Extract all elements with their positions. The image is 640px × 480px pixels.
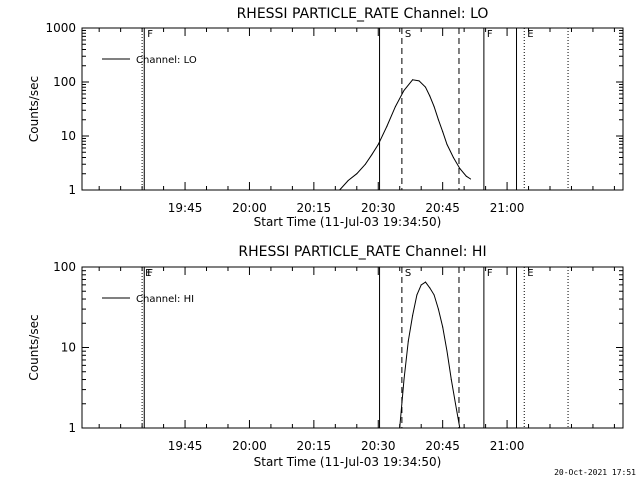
data-point <box>412 79 414 81</box>
chart-title: RHESSI PARTICLE_RATE Channel: HI <box>238 244 486 260</box>
data-point <box>429 287 431 289</box>
data-point <box>452 156 454 158</box>
event-marker-label: S <box>405 268 411 279</box>
x-tick-label: 21:00 <box>490 201 525 215</box>
data-point <box>442 131 444 133</box>
data-point <box>394 106 396 108</box>
data-point <box>455 403 457 405</box>
x-tick-label: 20:30 <box>361 201 396 215</box>
chart-panels: RHESSI PARTICLE_RATE Channel: LO 1 10 100 10… <box>27 6 624 469</box>
x-axis-label: Start Time (11-Jul-03 19:34:50) <box>254 215 442 229</box>
data-point <box>377 143 379 145</box>
event-marker-label: E <box>527 268 533 279</box>
event-marker-label: F <box>487 268 493 279</box>
data-point <box>442 326 444 328</box>
chart-panel-1: RHESSI PARTICLE_RATE Channel: HI 1 10 100 19… <box>27 244 624 469</box>
y-axis-label: Counts/sec <box>27 76 41 142</box>
event-marker-label: F <box>147 268 153 279</box>
data-point <box>429 95 431 97</box>
y-tick-label: 1 <box>68 183 76 197</box>
data-point <box>418 80 420 82</box>
footer-timestamp: 20-Oct-2021 17:51 <box>554 468 636 477</box>
data-point <box>407 340 409 342</box>
event-marker-label: F <box>147 29 153 40</box>
y-tick-label: 10 <box>61 129 76 143</box>
data-point <box>339 189 341 191</box>
event-marker-label: F <box>487 29 493 40</box>
y-tick-label: 1000 <box>45 21 76 35</box>
data-point <box>424 86 426 88</box>
x-tick-label: 19:45 <box>168 439 203 453</box>
data-point <box>412 314 414 316</box>
legend-label: Channel: HI <box>136 294 194 305</box>
y-tick-label: 100 <box>53 75 76 89</box>
x-tick-label: 20:15 <box>297 439 332 453</box>
data-point <box>459 427 461 429</box>
data-point <box>416 294 418 296</box>
data-point <box>399 427 401 429</box>
data-point <box>437 308 439 310</box>
x-axis-label: Start Time (11-Jul-03 19:34:50) <box>254 455 442 469</box>
data-point <box>459 168 461 170</box>
data-point <box>420 284 422 286</box>
data-point <box>386 125 388 127</box>
event-marker-label: S <box>405 29 411 40</box>
data-point <box>465 175 467 177</box>
chart-panel-0: RHESSI PARTICLE_RATE Channel: LO 1 10 100 10… <box>27 6 624 229</box>
x-tick-label: 20:00 <box>232 439 267 453</box>
x-tick-label: 20:45 <box>425 439 460 453</box>
y-tick-label: 1 <box>68 421 76 435</box>
chart-title: RHESSI PARTICLE_RATE Channel: LO <box>237 6 489 22</box>
data-point <box>450 379 452 381</box>
x-tick-label: 20:00 <box>232 201 267 215</box>
x-tick-label: 19:45 <box>168 201 203 215</box>
x-tick-label: 20:30 <box>361 439 396 453</box>
x-tick-label: 20:15 <box>297 201 332 215</box>
data-point <box>371 154 373 156</box>
legend-label: Channel: LO <box>136 55 197 66</box>
x-tick-label: 21:00 <box>490 439 525 453</box>
event-marker-label: E <box>145 268 151 279</box>
data-point <box>403 89 405 91</box>
data-point <box>446 143 448 145</box>
data-point <box>403 379 405 381</box>
data-point <box>433 106 435 108</box>
y-tick-label: 100 <box>53 260 76 274</box>
data-point <box>356 173 358 175</box>
data-point <box>433 294 435 296</box>
data-point <box>424 281 426 283</box>
x-tick-label: 20:45 <box>425 201 460 215</box>
data-point <box>364 163 366 165</box>
plot-frame <box>81 27 624 191</box>
data-point <box>347 179 349 181</box>
data-point <box>437 119 439 121</box>
event-marker-label: E <box>527 29 533 40</box>
data-point <box>446 350 448 352</box>
y-tick-label: 10 <box>61 341 76 355</box>
data-point <box>470 178 472 180</box>
y-axis-label: Counts/sec <box>27 314 41 380</box>
